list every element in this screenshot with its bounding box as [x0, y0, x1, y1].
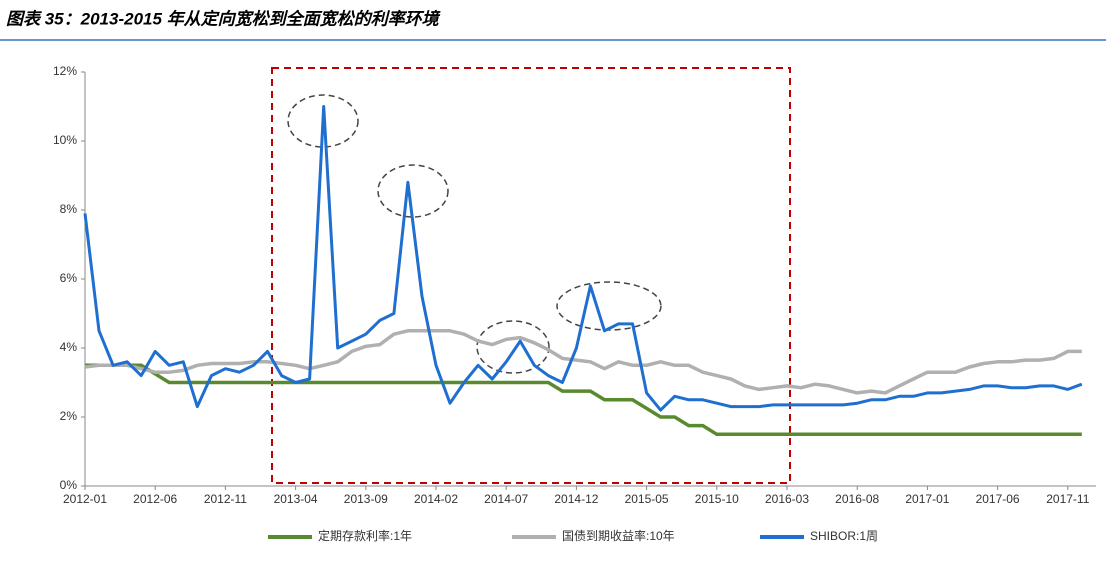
- highlight-ellipse: [476, 320, 550, 374]
- highlight-ellipse: [377, 164, 449, 218]
- series-line: [83, 105, 1083, 412]
- x-tick-label: 2017-11: [1046, 492, 1089, 506]
- x-tick-label: 2013-09: [344, 492, 388, 506]
- x-tick-label: 2015-05: [625, 492, 669, 506]
- x-tick-label: 2014-02: [414, 492, 458, 506]
- x-tick-label: 2012-01: [63, 492, 107, 506]
- x-tick-label: 2017-01: [905, 492, 949, 506]
- chart-title: 图表 35：2013-2015 年从定向宽松到全面宽松的利率环境: [6, 9, 441, 28]
- legend-label: 定期存款利率:1年: [318, 528, 412, 543]
- series-line: [84, 329, 1082, 395]
- y-tick-label: 2%: [60, 409, 78, 423]
- legend-label: SHIBOR:1周: [810, 529, 878, 543]
- series-line: [85, 363, 1082, 437]
- x-tick-label: 2012-06: [133, 492, 177, 506]
- x-tick-label: 2014-12: [554, 492, 598, 506]
- highlight-box: [271, 67, 791, 484]
- x-tick-label: 2012-11: [204, 492, 247, 506]
- highlight-ellipse: [287, 94, 359, 148]
- x-tick-label: 2014-07: [484, 492, 528, 506]
- y-tick-label: 8%: [60, 202, 78, 216]
- x-tick-label: 2015-10: [695, 492, 739, 506]
- legend-label: 国债到期收益率:10年: [562, 528, 675, 543]
- x-tick-label: 2013-04: [274, 492, 318, 506]
- y-tick-label: 12%: [53, 64, 77, 78]
- highlight-ellipse: [556, 281, 662, 331]
- x-tick-label: 2016-03: [765, 492, 809, 506]
- y-tick-label: 4%: [60, 340, 78, 354]
- y-tick-label: 0%: [60, 478, 78, 492]
- y-tick-label: 6%: [60, 271, 78, 285]
- x-tick-label: 2017-06: [976, 492, 1020, 506]
- x-tick-label: 2016-08: [835, 492, 879, 506]
- y-tick-label: 10%: [53, 133, 77, 147]
